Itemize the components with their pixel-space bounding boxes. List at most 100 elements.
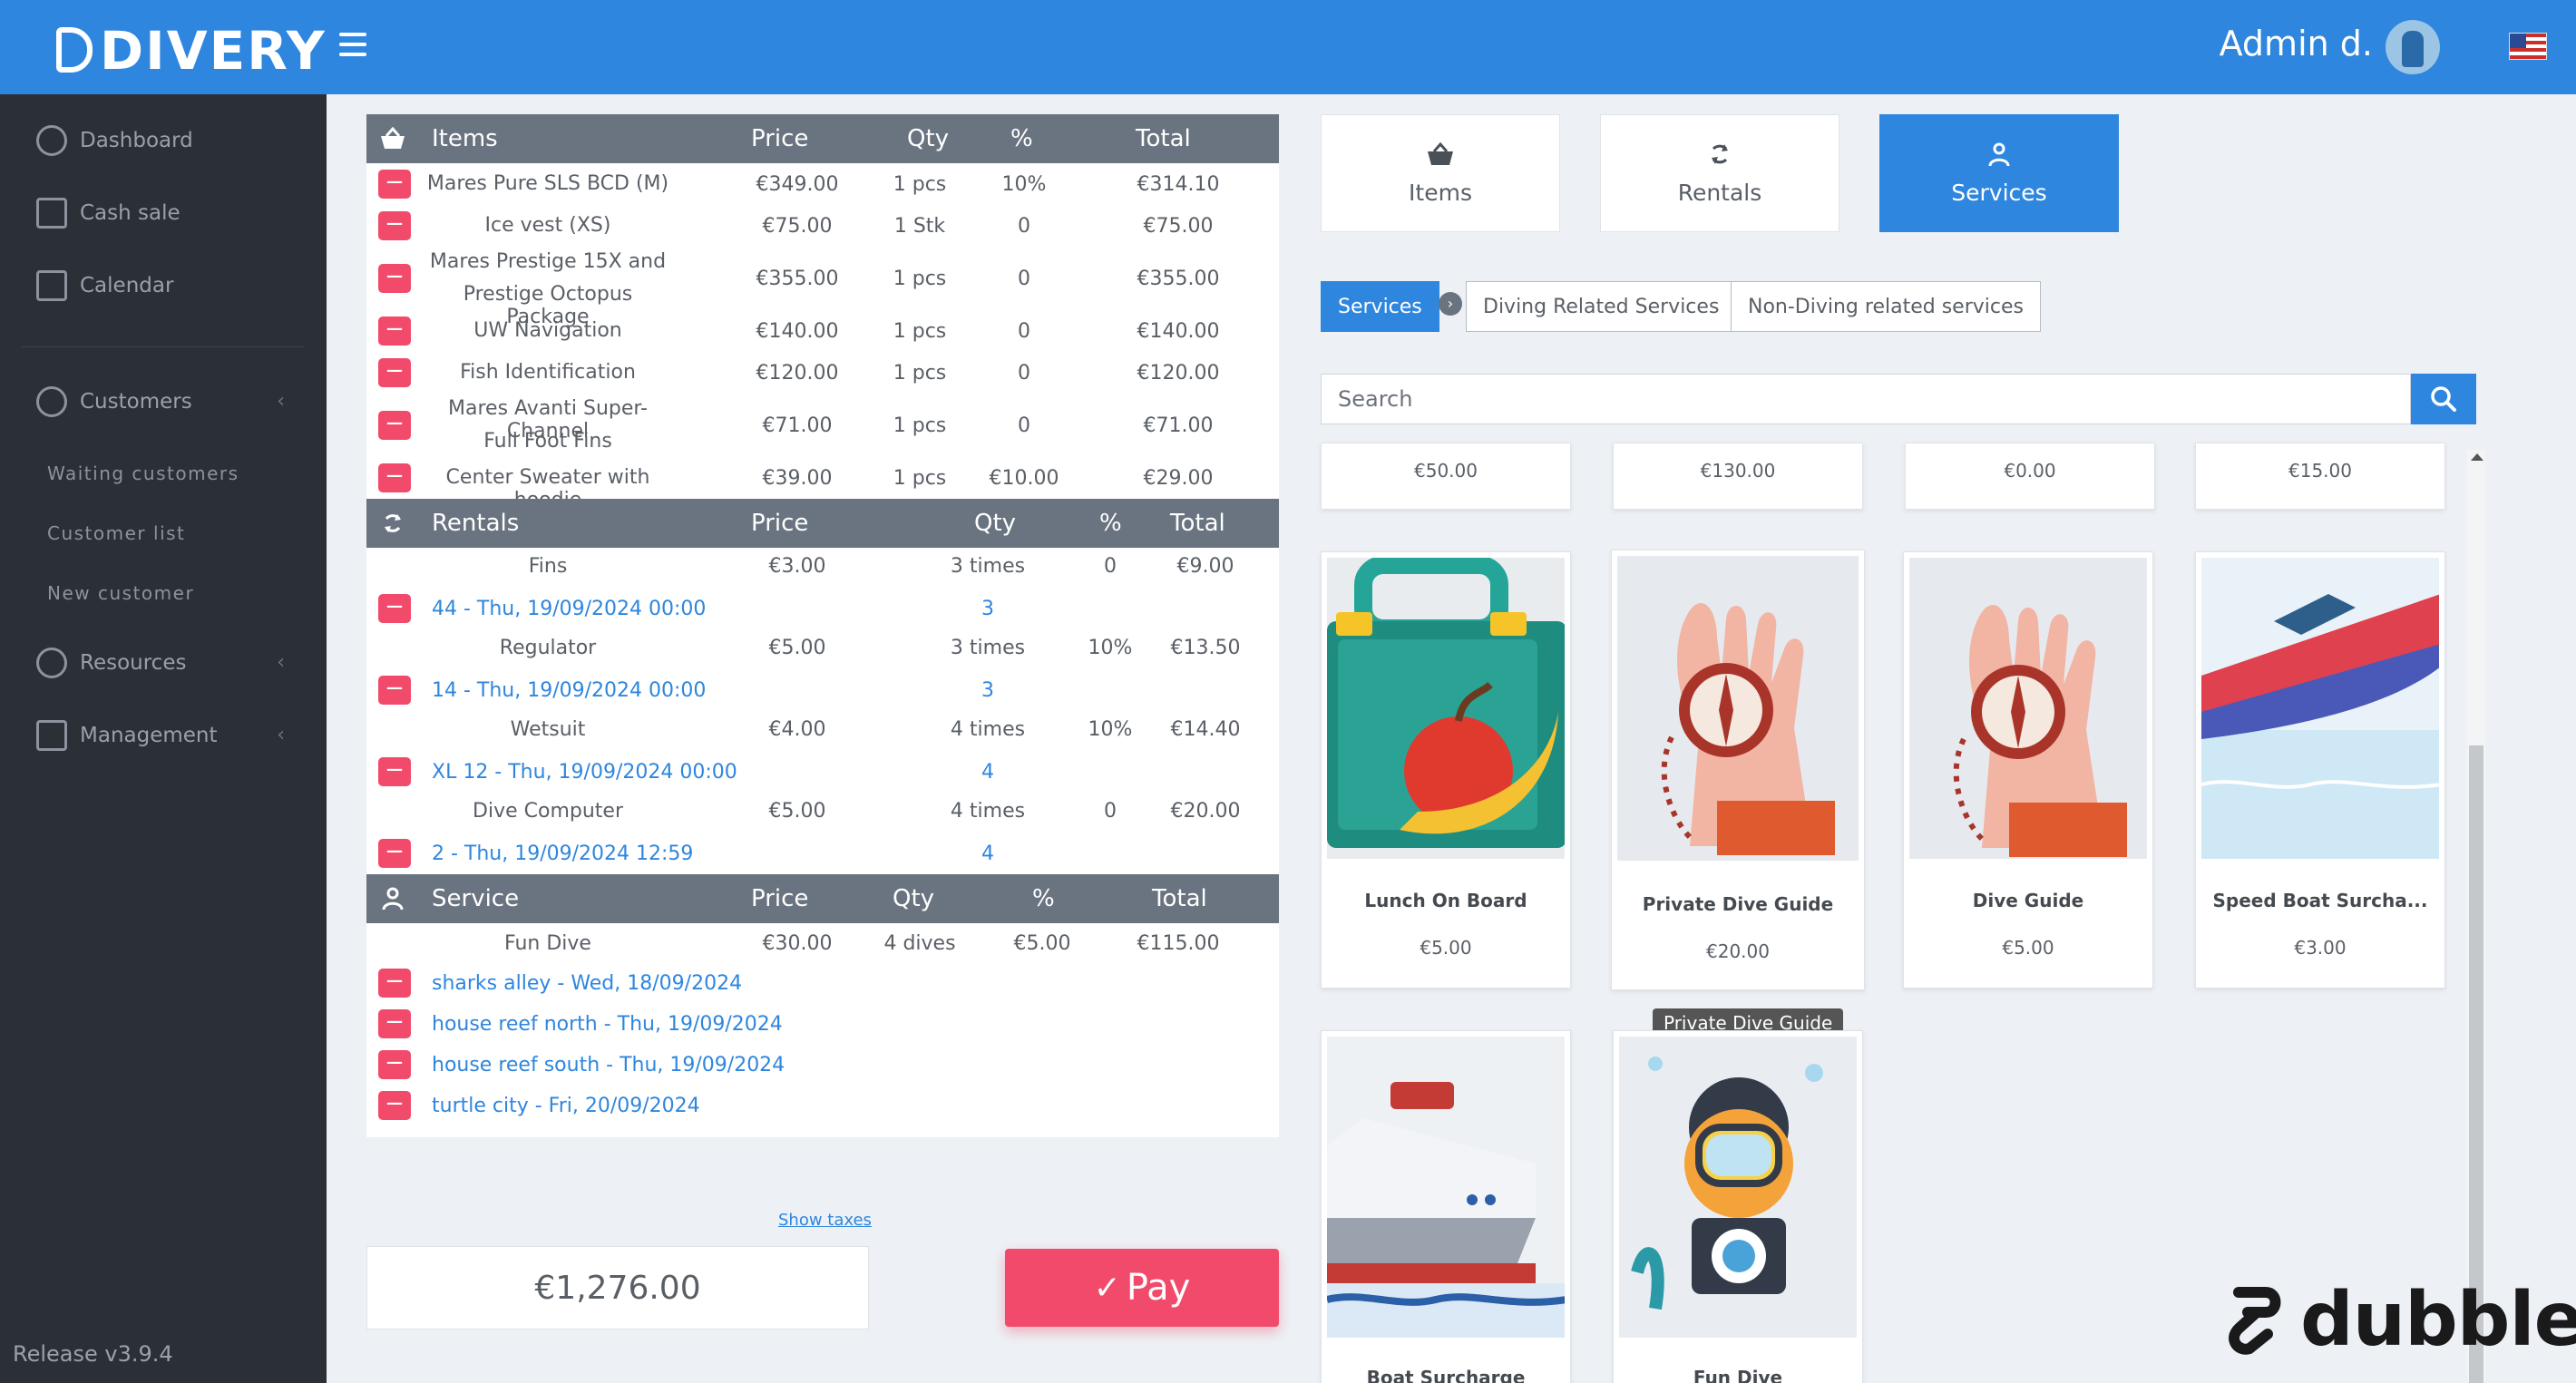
product-name: Speed Boat Surcha... xyxy=(2212,890,2428,911)
sidebar-subitem-new-customer[interactable]: New customer xyxy=(47,582,195,604)
remove-rental-button[interactable]: − xyxy=(378,757,411,786)
pay-button[interactable]: ✓ Pay xyxy=(1005,1249,1279,1327)
product-card[interactable]: €0.00 xyxy=(1905,443,2155,510)
category-items-button[interactable]: Items xyxy=(1321,114,1560,232)
sidebar-item-customers[interactable]: Customers xyxy=(36,386,290,417)
rental-count: 4 xyxy=(981,761,994,784)
product-price: €5.00 xyxy=(1420,937,1472,959)
rental-total: €13.50 xyxy=(1170,637,1241,659)
product-card-fun-dive[interactable]: Fun Dive xyxy=(1613,1030,1863,1383)
rentals-header-percent: % xyxy=(1099,510,1122,537)
category-rentals-button[interactable]: Rentals xyxy=(1600,114,1839,232)
dive-link[interactable]: house reef north - Thu, 19/09/2024 xyxy=(432,1013,783,1036)
menu-toggle-icon[interactable] xyxy=(339,33,366,56)
remove-item-button[interactable]: − xyxy=(378,358,411,387)
admin-name[interactable]: Admin d. xyxy=(2219,24,2373,63)
service-discount: €5.00 xyxy=(1013,932,1071,955)
sidebar-subitem-waiting-customers[interactable]: Waiting customers xyxy=(47,463,239,484)
item-qty: 1 pcs xyxy=(893,268,947,290)
product-card-private-dive-guide[interactable]: Private Dive Guide €20.00 xyxy=(1611,550,1865,990)
remove-item-button[interactable]: − xyxy=(378,170,411,199)
product-price: €0.00 xyxy=(2004,460,2056,482)
sidebar-item-management[interactable]: Management xyxy=(36,720,218,751)
service-header-qty: Qty xyxy=(893,885,935,912)
product-card[interactable]: €50.00 xyxy=(1321,443,1571,510)
category-label: Services xyxy=(1951,179,2047,206)
rental-detail-link[interactable]: 44 - Thu, 19/09/2024 00:00 xyxy=(432,598,707,620)
product-card-speed-boat-surcharge[interactable]: Speed Boat Surcha... €3.00 xyxy=(2195,551,2445,989)
pay-label: Pay xyxy=(1126,1267,1191,1309)
remove-dive-button[interactable]: − xyxy=(378,1050,411,1079)
rental-detail-link[interactable]: XL 12 - Thu, 19/09/2024 00:00 xyxy=(432,761,737,784)
item-qty: 1 pcs xyxy=(893,173,947,196)
item-price: €75.00 xyxy=(762,215,833,238)
person-icon xyxy=(1988,142,2010,166)
remove-rental-button[interactable]: − xyxy=(378,594,411,623)
calendar-icon xyxy=(36,270,67,301)
items-list: − Mares Pure SLS BCD (M) €349.00 1 pcs 10% €3… xyxy=(366,163,1279,511)
remove-dive-button[interactable]: − xyxy=(378,1009,411,1038)
product-price: €50.00 xyxy=(1414,460,1478,482)
filter-diving-related-services[interactable]: Diving Related Services xyxy=(1466,281,1737,332)
rental-discount: 0 xyxy=(1104,555,1117,578)
product-card[interactable]: €130.00 xyxy=(1613,443,1863,510)
rental-total: €14.40 xyxy=(1170,718,1241,741)
item-name-line2: Full Foot Fins xyxy=(483,430,612,453)
service-dives-list: − sharks alley - Wed, 18/09/2024− house re… xyxy=(366,963,1279,1126)
service-row: Fun Dive €30.00 4 dives €5.00 €115.00 xyxy=(366,923,1279,963)
chevron-left-icon[interactable]: ‹ xyxy=(277,724,285,746)
dive-link[interactable]: turtle city - Fri, 20/09/2024 xyxy=(432,1095,700,1117)
item-total: €355.00 xyxy=(1137,268,1220,290)
boat-image xyxy=(1327,1037,1565,1338)
product-card-lunch-on-board[interactable]: Lunch On Board €5.00 xyxy=(1321,551,1571,989)
sidebar-subitem-customer-list[interactable]: Customer list xyxy=(47,522,186,544)
scrollbar-thumb[interactable] xyxy=(2469,745,2483,1383)
top-bar: DIVERY Admin d. xyxy=(0,0,2576,94)
rental-detail-link[interactable]: 14 - Thu, 19/09/2024 00:00 xyxy=(432,679,707,702)
remove-item-button[interactable]: − xyxy=(378,411,411,440)
chevron-left-icon[interactable]: ‹ xyxy=(277,651,285,674)
remove-item-button[interactable]: − xyxy=(378,463,411,492)
service-header-price: Price xyxy=(751,885,809,912)
rental-detail-row: −44 - Thu, 19/09/2024 00:00 3 xyxy=(366,589,1279,629)
dive-link[interactable]: sharks alley - Wed, 18/09/2024 xyxy=(432,972,743,995)
sidebar-item-calendar[interactable]: Calendar xyxy=(36,270,173,301)
remove-rental-button[interactable]: − xyxy=(378,839,411,868)
us-flag-icon[interactable] xyxy=(2509,33,2547,60)
item-total: €314.10 xyxy=(1137,173,1220,196)
remove-item-button[interactable]: − xyxy=(378,211,411,240)
filter-non-diving-related-services[interactable]: Non-Diving related services xyxy=(1731,281,2041,332)
rental-qty: 3 times xyxy=(950,637,1026,659)
sidebar-item-dashboard[interactable]: Dashboard xyxy=(36,125,193,156)
product-name: Private Dive Guide xyxy=(1642,893,1834,915)
category-label: Items xyxy=(1409,179,1472,206)
remove-item-button[interactable]: − xyxy=(378,264,411,293)
product-card-dive-guide[interactable]: Dive Guide €5.00 xyxy=(1903,551,2153,989)
remove-dive-button[interactable]: − xyxy=(378,969,411,998)
remove-dive-button[interactable]: − xyxy=(378,1091,411,1120)
sidebar-item-label: Management xyxy=(80,724,218,747)
item-discount: 0 xyxy=(1018,215,1030,238)
filter-services[interactable]: Services xyxy=(1321,281,1439,332)
category-services-button[interactable]: Services xyxy=(1879,114,2119,232)
scroll-up-arrow-icon[interactable] xyxy=(2471,453,2483,461)
show-taxes-link[interactable]: Show taxes xyxy=(778,1211,872,1230)
rental-row: Regulator €5.00 3 times 10% €13.50 xyxy=(366,629,1279,670)
product-card-boat-surcharge[interactable]: Boat Surcharge xyxy=(1321,1030,1571,1383)
divery-logo[interactable]: DIVERY xyxy=(56,20,327,82)
search-input[interactable]: Search xyxy=(1321,374,2411,424)
rental-name: Dive Computer xyxy=(473,800,623,823)
search-button[interactable] xyxy=(2411,374,2476,424)
sidebar-item-resources[interactable]: Resources xyxy=(36,648,186,678)
remove-item-button[interactable]: − xyxy=(378,317,411,346)
chevron-left-icon[interactable]: ‹ xyxy=(277,390,285,413)
cart-panel: Items Price Qty % Total − Mares Pure SLS … xyxy=(366,114,1279,1137)
rental-price: €3.00 xyxy=(768,555,826,578)
dive-link[interactable]: house reef south - Thu, 19/09/2024 xyxy=(432,1054,785,1076)
item-discount: 0 xyxy=(1018,362,1030,385)
rental-detail-link[interactable]: 2 - Thu, 19/09/2024 12:59 xyxy=(432,842,694,865)
avatar[interactable] xyxy=(2386,20,2440,74)
remove-rental-button[interactable]: − xyxy=(378,676,411,705)
sidebar-item-cash-sale[interactable]: Cash sale xyxy=(36,198,181,229)
product-card[interactable]: €15.00 xyxy=(2195,443,2445,510)
